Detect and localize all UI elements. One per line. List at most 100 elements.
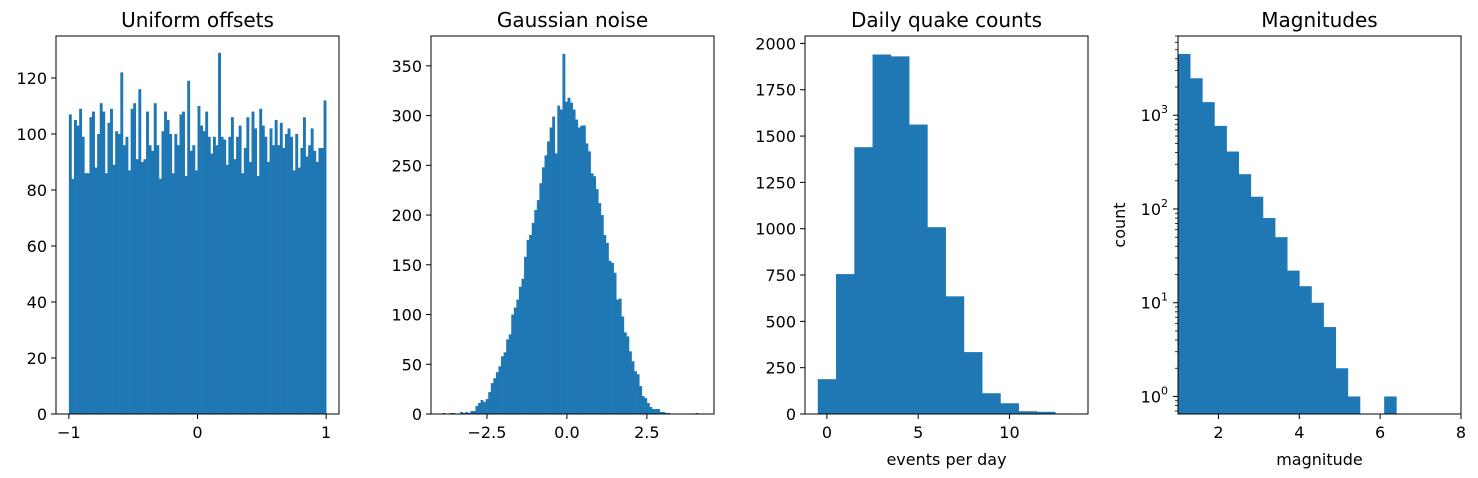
histogram-bar <box>89 117 93 414</box>
y-tick-exponent: 3 <box>1161 103 1168 116</box>
histogram-bar <box>521 278 525 414</box>
histogram-bar <box>618 298 622 414</box>
histogram-bar <box>1226 151 1239 414</box>
histogram-bar <box>215 145 219 414</box>
histogram-bar <box>133 103 137 414</box>
histogram-bar <box>836 274 855 414</box>
histogram-bar <box>300 148 304 414</box>
x-tick-label: 2.5 <box>634 423 659 442</box>
histogram-bar <box>223 139 227 414</box>
histogram-bar <box>651 409 655 414</box>
histogram-bar <box>225 164 229 414</box>
histogram-bar <box>498 366 502 414</box>
histogram-bar <box>272 145 276 414</box>
histogram-bar <box>320 148 324 414</box>
histogram-bar <box>256 176 260 414</box>
histogram-bar <box>251 111 255 414</box>
y-tick-label: 250 <box>391 156 422 175</box>
histogram-bar <box>68 114 72 415</box>
histogram-bar <box>187 80 191 415</box>
y-tick-label: 1250 <box>755 173 796 192</box>
histogram-bar <box>1262 218 1276 414</box>
x-tick-label: 2 <box>1213 423 1223 442</box>
histogram-bar <box>230 117 234 414</box>
y-tick-label: 100 <box>16 125 47 144</box>
histogram-bar <box>649 407 653 414</box>
histogram-bar <box>318 148 322 414</box>
y-tick-label: 500 <box>765 312 796 331</box>
chart-title: Magnitudes <box>1261 8 1377 32</box>
histogram-bar <box>297 167 301 414</box>
y-tick-label: 200 <box>391 206 422 225</box>
y-axis-label: count <box>1110 202 1129 247</box>
histogram-bar <box>210 153 214 414</box>
histogram-bar <box>138 89 142 414</box>
chart-title: Daily quake counts <box>851 8 1042 32</box>
histogram-bar <box>282 148 286 414</box>
histogram-bar <box>120 72 124 415</box>
y-tick-label: 1000 <box>755 220 796 239</box>
histogram-bar <box>192 145 196 414</box>
histogram-bar <box>598 203 602 414</box>
histogram-bar <box>174 134 178 414</box>
histogram-bar <box>261 125 265 414</box>
histogram-bar <box>483 402 487 414</box>
histogram-bar <box>890 56 910 414</box>
histogram-bar <box>241 173 245 414</box>
histogram-bar <box>623 332 627 414</box>
histogram-bar <box>110 108 113 415</box>
histogram-bar <box>277 145 281 414</box>
histogram-bar <box>927 227 946 414</box>
histogram-bar <box>549 127 553 415</box>
histogram-bar <box>166 120 170 414</box>
histogram-bar <box>71 178 75 414</box>
histogram-bar <box>97 134 101 414</box>
histogram-bar <box>644 398 648 414</box>
histogram-bar <box>511 314 515 414</box>
histogram-bar <box>112 164 116 414</box>
y-tick-label: 0 <box>786 405 796 424</box>
histogram-bar <box>202 131 206 414</box>
histogram-bar <box>508 334 512 414</box>
y-tick-label: 350 <box>391 57 422 76</box>
histogram-bar <box>485 399 489 414</box>
histogram-bar <box>264 136 268 415</box>
histogram-bar <box>254 128 258 414</box>
histogram-bar <box>518 286 522 414</box>
y-tick-label: 60 <box>27 237 47 256</box>
histogram-bar <box>595 189 599 414</box>
histogram-bar <box>1299 286 1312 414</box>
histogram-bar <box>539 183 543 414</box>
histogram-bar <box>1238 174 1252 414</box>
y-tick-label: 100 <box>1141 384 1168 406</box>
histogram-bar <box>76 125 80 414</box>
y-tick-base: 10 <box>1141 200 1161 219</box>
histogram-bar <box>269 128 273 414</box>
histogram-bar <box>634 371 637 414</box>
histogram-bar <box>513 307 517 414</box>
histogram-bar <box>559 109 563 415</box>
histogram-bar <box>564 101 568 415</box>
x-tick-label: −1 <box>57 423 81 442</box>
histogram-bar <box>84 173 88 414</box>
histogram-bar <box>636 374 640 414</box>
histogram-bar <box>626 336 630 414</box>
histogram-bar <box>547 141 550 414</box>
histogram-bar <box>529 234 533 414</box>
histogram-bar <box>1250 196 1264 414</box>
histogram-bar <box>125 136 129 415</box>
histogram-bar <box>176 145 180 414</box>
histogram-bar <box>621 316 625 414</box>
axes-frame <box>804 35 1089 415</box>
y-tick-label: 103 <box>1141 103 1168 125</box>
histogram-bar <box>169 134 173 414</box>
y-tick-exponent: 1 <box>1161 291 1168 304</box>
histogram-bar <box>554 153 558 414</box>
histogram-bar <box>575 119 579 414</box>
histogram-bar <box>945 296 965 414</box>
histogram-bar <box>580 125 584 414</box>
histogram-bar <box>200 125 203 414</box>
x-axis-label: magnitude <box>1276 450 1363 469</box>
histogram-bar <box>544 155 548 414</box>
histogram-bar <box>490 383 494 414</box>
